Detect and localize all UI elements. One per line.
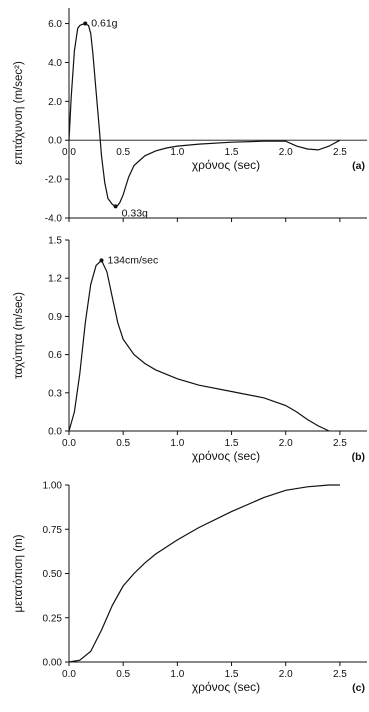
annotation-label: 0.33g [122,207,148,219]
panel-label: (c) [352,682,365,694]
x-tick-label: 2.0 [279,438,293,449]
x-tick-label: 1.5 [225,147,239,158]
panel-0: 6.0 4.0 2.0 0.0 -2.0 -4.0 0.0 0.5 1.0 1.5 2.0 2.5 χρ… [13,8,367,225]
x-tick-label: 1.5 [225,438,239,449]
peak-marker [83,21,88,26]
peak-marker [113,204,118,209]
x-axis-label: χρόνος (sec) [192,449,260,463]
x-tick-label: 0.0 [62,669,76,680]
x-tick-label: 0.0 [62,147,76,158]
x-tick-label: 0.5 [116,669,130,680]
panel-2: 1.00 0.75 0.50 0.25 0.000.0 0.5 1.0 1.5 2.0 2.5 χρ… [13,481,367,694]
x-tick-label: 0.5 [116,438,130,449]
panel-label: (a) [352,160,365,172]
x-tick-label: 2.5 [333,147,347,158]
panel-1: 1.5 1.2 0.9 0.6 0.3 0.00.0 0.5 1.0 1.5 2.0 2.5 χρόν… [13,236,367,463]
x-axis-label: χρόνος (sec) [192,680,260,694]
y-tick-label: 0.9 [48,312,62,323]
x-tick-label: 2.0 [279,147,293,158]
x-tick-label: 2.0 [279,669,293,680]
y-tick-label: 0.3 [48,388,62,399]
y-tick-label: -2.0 [45,175,63,186]
x-tick-label: 2.5 [333,438,347,449]
y-tick-label: 0.0 [48,427,62,438]
y-axis-label: μετατόπιση (m) [13,534,25,612]
panel-label: (b) [352,451,365,463]
annotation-label: 0.61g [91,18,117,30]
y-tick-label: 6.0 [48,19,62,30]
y-tick-label: 2.0 [48,97,62,108]
y-tick-label: 1.00 [43,481,63,492]
x-tick-label: 1.0 [170,438,184,449]
series-line-0 [68,259,330,432]
x-tick-label: 1.5 [225,669,239,680]
y-axis-label: επιτάχυνση (m/sec²) [13,61,25,165]
series-line-0 [68,22,341,207]
y-tick-label: 0.6 [48,350,62,361]
y-tick-label: 1.2 [48,274,62,285]
y-tick-label: 0.25 [43,613,63,624]
peak-marker [99,258,104,263]
y-tick-label: -4.0 [45,214,63,225]
y-tick-label: 0.00 [43,658,63,669]
x-tick-label: 2.5 [333,669,347,680]
x-tick-label: 0.0 [62,438,76,449]
y-tick-label: 0.0 [48,136,62,147]
y-tick-label: 4.0 [48,58,62,69]
y-tick-label: 1.5 [48,236,62,247]
x-tick-label: 1.0 [170,147,184,158]
x-axis-label: χρόνος (sec) [192,158,260,172]
y-tick-label: 0.75 [43,525,63,536]
series-line-0 [68,484,340,663]
annotation-label: 134cm/sec [108,254,159,266]
y-tick-label: 0.50 [43,569,63,580]
x-tick-label: 1.0 [170,669,184,680]
x-tick-label: 0.5 [116,147,130,158]
y-axis-label: ταχύτητα (m/sec) [13,292,25,379]
